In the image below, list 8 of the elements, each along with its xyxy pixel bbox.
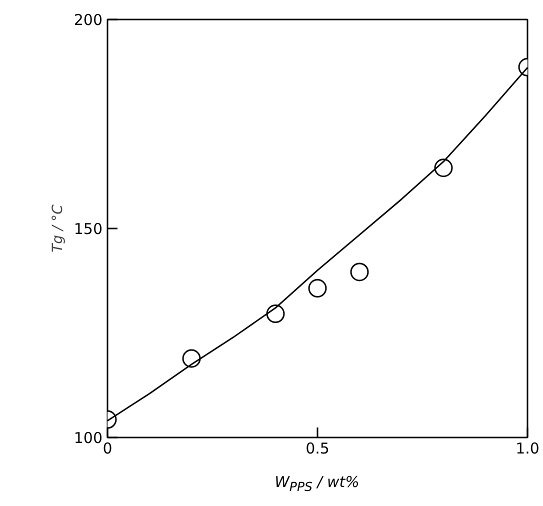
y-tick-label: 200 [74, 11, 103, 29]
y-tick-label: 100 [74, 429, 103, 447]
x-tick-label: 0 [102, 440, 112, 458]
x-tick-label: 1.0 [516, 440, 540, 458]
x-axis-title: W$_{PPS}$ / wt% [274, 472, 360, 496]
y-tick-label: 150 [74, 220, 103, 238]
x-tick-label: 0.5 [306, 440, 330, 458]
y-axis-title: Tg / °C [50, 204, 66, 252]
